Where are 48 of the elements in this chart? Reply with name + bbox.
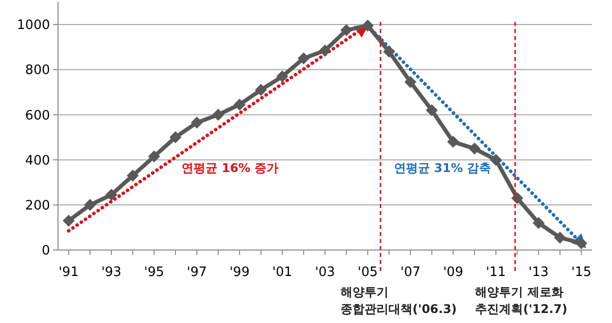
point [298, 52, 310, 64]
x-tick-label: '99 [229, 265, 250, 280]
point [532, 216, 545, 229]
point [362, 20, 374, 32]
point [319, 44, 331, 56]
x-tick-label: '03 [314, 265, 336, 280]
point [340, 24, 352, 36]
y-tick-label: 200 [25, 198, 50, 214]
x-tick-label: '07 [400, 265, 421, 280]
x-tick-label: '93 [101, 265, 122, 280]
x-tick-label: '95 [144, 265, 164, 280]
y-tick-label: 400 [25, 153, 50, 168]
x-tick-label: '11 [486, 265, 506, 280]
point [62, 214, 75, 227]
point [468, 142, 481, 155]
point [404, 76, 416, 88]
x-tick-label: '13 [528, 265, 549, 280]
annotation: 연평균 31% 감축 [394, 161, 492, 175]
y-tick-label: 0 [42, 244, 50, 259]
point [105, 188, 118, 201]
x-tick-label: '91 [58, 265, 79, 280]
point [148, 150, 160, 162]
point [447, 136, 460, 148]
x-tick-label: '15 [571, 265, 592, 280]
x-tick-label: '05 [358, 265, 378, 280]
ref-line-label: 해양투기 제로화 추진계획('12.7) [475, 285, 568, 316]
point [575, 237, 588, 250]
y-tick-label: 600 [25, 108, 50, 124]
point [554, 232, 566, 244]
point [84, 198, 96, 211]
annotation: 연평균 16% 증가 [182, 161, 279, 175]
y-tick-label: 1000 [16, 18, 50, 34]
point [234, 98, 246, 111]
point [126, 170, 139, 182]
point [511, 192, 524, 204]
y-tick-label: 800 [25, 63, 50, 78]
point [490, 154, 502, 166]
x-tick-label: '09 [443, 265, 464, 280]
point [276, 70, 288, 82]
point [254, 84, 267, 96]
x-tick-label: '01 [272, 265, 292, 280]
point [212, 108, 224, 121]
x-tick-label: '97 [186, 265, 207, 280]
point [190, 116, 203, 129]
point [169, 131, 182, 144]
ref-line-label: 해양투기 종합관리대책('06.3) [340, 285, 457, 316]
point [383, 46, 396, 58]
point [426, 104, 438, 116]
